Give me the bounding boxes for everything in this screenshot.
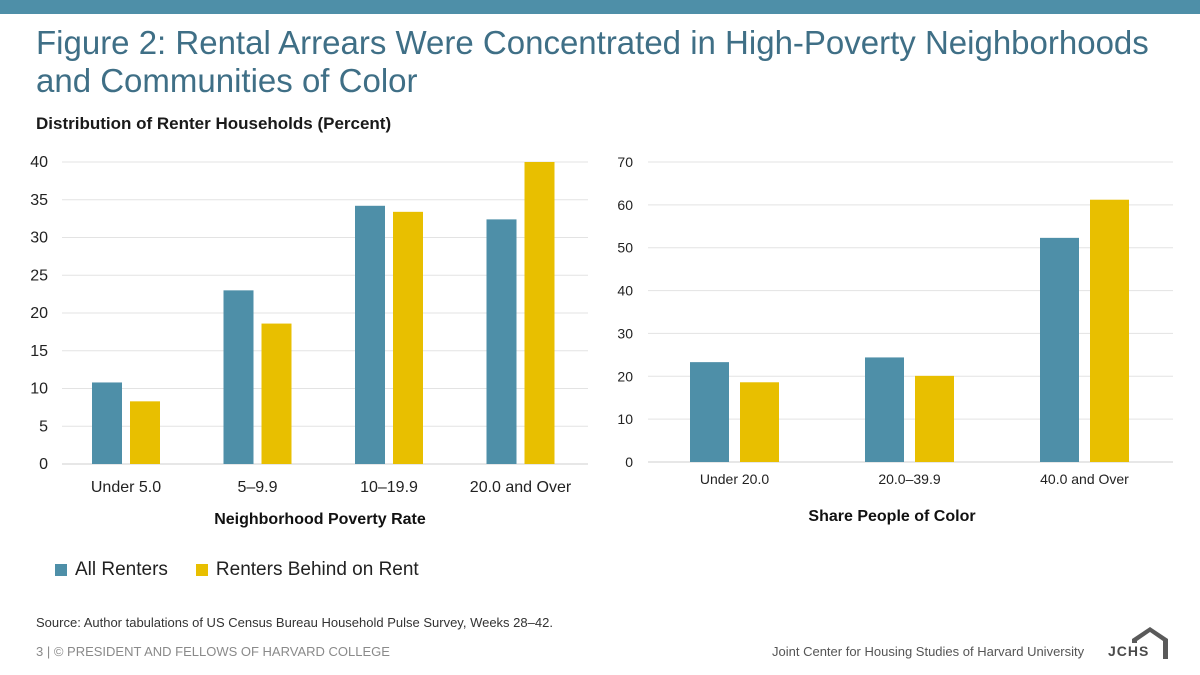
legend-item-renters-behind: Renters Behind on Rent (195, 559, 419, 581)
poverty-y-tick-label: 35 (30, 192, 48, 209)
poverty-bar-behind-on-rent (261, 323, 292, 464)
poverty-bar-all-renters (223, 290, 254, 464)
color-bar-behind-on-rent (915, 375, 954, 462)
poverty-y-tick-label: 25 (30, 267, 48, 284)
top-accent-bar (0, 0, 1200, 14)
color-y-tick-label: 20 (617, 368, 633, 384)
color-category-label: Under 20.0 (700, 471, 769, 487)
poverty-category-label: 10–19.9 (360, 479, 418, 496)
poverty-y-tick-label: 15 (30, 343, 48, 360)
color-bar-all-renters (690, 362, 729, 462)
poverty-y-tick-label: 0 (39, 456, 48, 473)
poverty-bar-all-renters (92, 382, 122, 464)
footer-organization: Joint Center for Housing Studies of Harv… (772, 644, 1085, 659)
color-category-label: 20.0–39.9 (878, 471, 940, 487)
color-y-tick-label: 70 (617, 154, 633, 170)
legend-swatch-all-renters (55, 564, 67, 576)
legend-label-renters-behind: Renters Behind on Rent (215, 559, 419, 580)
poverty-category-label: 5–9.9 (237, 479, 277, 496)
color-bar-behind-on-rent (740, 382, 779, 462)
poverty-bar-all-renters (355, 205, 385, 465)
poverty-x-axis-title: Neighborhood Poverty Rate (214, 511, 426, 528)
source-note: Source: Author tabulations of US Census … (36, 615, 553, 630)
chart-subtitle: Distribution of Renter Households (Perce… (36, 114, 392, 133)
footer-copyright: 3 | © PRESIDENT AND FELLOWS OF HARVARD C… (36, 644, 390, 659)
color-bar-all-renters (1040, 237, 1079, 462)
color-y-tick-label: 40 (617, 283, 633, 299)
color-bar-all-renters (865, 357, 904, 462)
poverty-y-tick-label: 30 (30, 230, 48, 247)
color-x-axis-title: Share People of Color (808, 508, 975, 525)
poverty-bar-all-renters (486, 219, 517, 464)
color-y-tick-label: 10 (617, 411, 633, 427)
color-category-label: 40.0 and Over (1040, 471, 1129, 487)
legend-label-all-renters: All Renters (75, 559, 168, 580)
poverty-bar-behind-on-rent (393, 211, 423, 464)
color-y-tick-label: 50 (617, 240, 633, 256)
poverty-bar-behind-on-rent (524, 162, 555, 464)
chart-legend: All Renters Renters Behind on Rent (55, 559, 447, 581)
poverty-y-tick-label: 5 (39, 418, 48, 435)
color-bar-behind-on-rent (1090, 199, 1129, 462)
poverty-category-label: 20.0 and Over (470, 479, 572, 496)
legend-swatch-renters-behind (195, 564, 208, 576)
poverty-y-tick-label: 40 (30, 154, 48, 171)
poverty-y-tick-label: 10 (30, 381, 48, 398)
color-y-tick-label: 60 (617, 197, 633, 213)
bar-charts: 0 5 10 15 20 25 30 35 40 Under 5.0 5–9.9 10–19.9 20.… (30, 154, 1173, 528)
color-y-tick-label: 0 (625, 454, 633, 470)
poverty-category-label: Under 5.0 (91, 479, 161, 496)
house-roof-icon (1132, 627, 1168, 659)
color-y-tick-label: 30 (617, 325, 633, 341)
slide-title: Figure 2: Rental Arrears Were Concentrat… (36, 24, 1149, 99)
jchs-logo-text: JCHS (1108, 643, 1150, 659)
poverty-y-tick-label: 20 (30, 305, 48, 322)
legend-item-all-renters: All Renters (55, 559, 168, 581)
poverty-bar-behind-on-rent (130, 401, 160, 464)
